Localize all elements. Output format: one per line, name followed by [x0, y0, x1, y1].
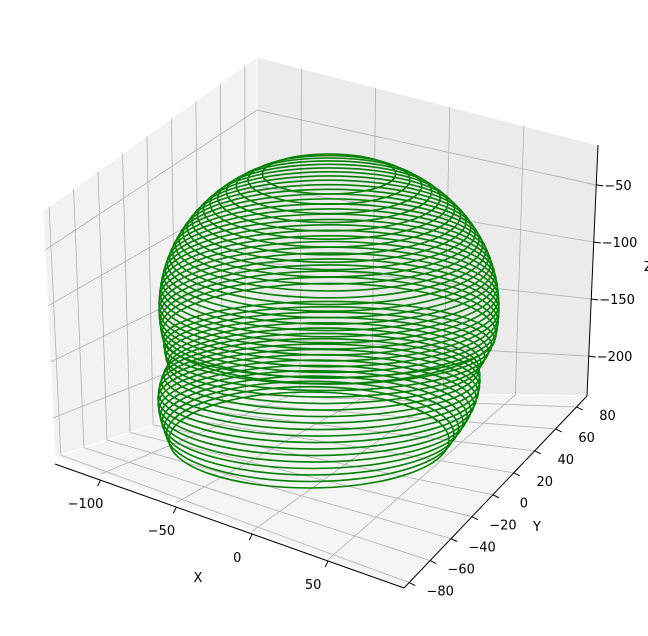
y-gridline-floor: [222, 401, 556, 430]
y-tick-mark: [513, 472, 521, 477]
y-axis-label: Y: [532, 520, 541, 535]
y-tick-label: 80: [599, 409, 616, 424]
y-tick-label: −80: [427, 585, 454, 600]
y-gridline-left: [146, 136, 154, 425]
y-tick-mark: [429, 560, 437, 565]
x-ticks: −100 −50 0 50: [68, 479, 329, 593]
spiral-ring: [168, 391, 450, 489]
z-tick-label: −50: [604, 179, 631, 194]
y-gridline-floor: [83, 447, 431, 561]
spiral-ring: [158, 364, 472, 457]
y-gridline-left: [48, 206, 62, 456]
x-tick-mark: [248, 533, 253, 541]
spiral-ring: [157, 348, 480, 437]
y-gridline-floor: [60, 454, 410, 583]
y-axis-line: [403, 395, 588, 589]
z-tick-mark: [593, 241, 601, 244]
y-tick-label: −60: [447, 563, 474, 578]
y-tick-label: −20: [489, 519, 516, 534]
z-tick-mark: [591, 298, 599, 301]
spiral-ring: [165, 385, 455, 483]
x-tick-mark: [324, 560, 329, 568]
x-tick-label: 0: [233, 551, 241, 566]
y-tick-mark: [471, 516, 479, 521]
spiral-ring: [166, 321, 482, 405]
y-tick-mark: [492, 494, 500, 499]
z-ticks: −50 −100 −150 −200: [588, 179, 638, 365]
x-gridline-floor: [252, 393, 444, 532]
y-tick-label: 0: [520, 497, 528, 512]
y-gridline-left: [73, 188, 85, 448]
spiral-ring: [165, 316, 486, 398]
y-tick-label: 20: [537, 475, 554, 490]
y-tick-label: −40: [468, 541, 495, 556]
y-tick-mark: [450, 538, 458, 543]
z-tick-mark: [588, 355, 596, 358]
z-axis-label: Z: [644, 260, 648, 275]
spiral-ring: [157, 359, 475, 450]
spiral-ring: [196, 175, 462, 256]
spiral-ring: [163, 380, 460, 476]
y-gridline-floor: [153, 424, 493, 496]
y-gridline-floor: [199, 409, 535, 452]
z-tick-label: −100: [602, 236, 638, 251]
z-tick-label: −200: [597, 350, 633, 365]
y-tick-mark: [555, 428, 562, 433]
spiral-ring: [162, 300, 496, 379]
spiral-ring: [163, 311, 490, 392]
y-tick-mark: [576, 406, 583, 411]
y-tick-label: 40: [557, 453, 574, 468]
axis-lines: [54, 144, 599, 589]
x-tick-label: −100: [68, 497, 104, 512]
y-tick-label: 60: [578, 431, 595, 446]
spiral-ring: [163, 305, 493, 385]
x-gridline-floor: [327, 394, 516, 560]
spiral-ring: [159, 270, 499, 374]
spiral-series: [157, 153, 500, 489]
z-gridline-back: [256, 109, 597, 186]
y-gridline-left: [122, 153, 131, 433]
x-tick-mark: [172, 506, 177, 514]
spiral-ring: [161, 375, 464, 470]
z-tick-mark: [596, 184, 604, 187]
y-gridline-left: [97, 171, 108, 441]
y-gridline-floor: [176, 417, 514, 474]
spiral-ring: [158, 264, 500, 368]
x-tick-label: 50: [305, 578, 322, 593]
spiral-ring: [159, 369, 468, 463]
x-axis-label: X: [194, 571, 203, 586]
x-gridline-back: [514, 125, 525, 395]
y-gridline-left: [244, 65, 246, 395]
x-gridline-floor: [100, 391, 301, 475]
z-gridline-left: [44, 109, 258, 251]
x-tick-mark: [97, 479, 101, 487]
z-gridline-left: [52, 337, 258, 419]
z-tick-label: −150: [599, 293, 635, 308]
x-tick-label: −50: [148, 524, 175, 539]
y-tick-mark: [409, 582, 416, 586]
spiral-ring: [157, 353, 478, 444]
y-gridline-floor: [106, 439, 452, 540]
y-tick-mark: [534, 450, 541, 455]
spiral-ring: [225, 160, 433, 224]
z-axis-line: [586, 144, 599, 397]
x-axis-line: [54, 463, 405, 589]
